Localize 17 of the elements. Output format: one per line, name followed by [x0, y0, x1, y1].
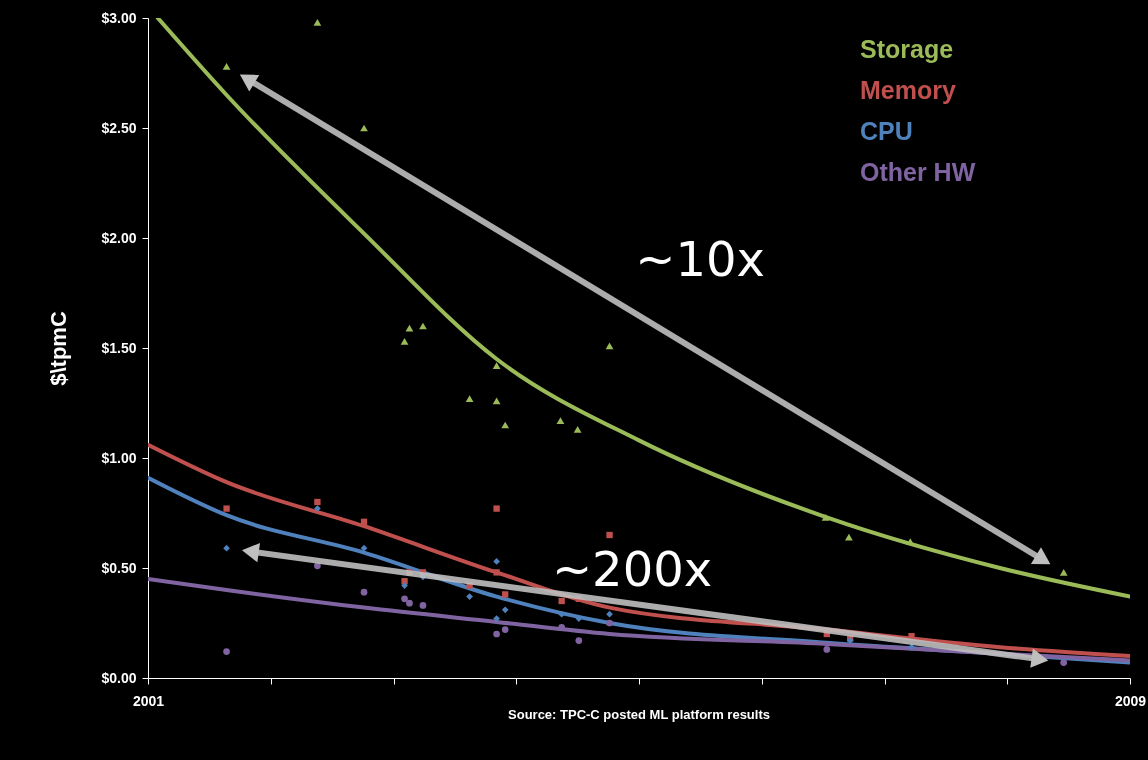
- annotation: ~200x: [551, 541, 713, 597]
- y-tick-label: $1.50: [101, 339, 137, 356]
- text: Storage: [860, 35, 954, 63]
- x-tick-label: 2009: [1114, 692, 1147, 709]
- annotation: ~10x: [635, 231, 765, 287]
- text: Other HW: [860, 158, 976, 186]
- text: Memory: [860, 76, 956, 104]
- y-axis-title: $\tpmC: [46, 311, 72, 386]
- y-tick-label: $2.50: [101, 119, 137, 136]
- y-tick-label: $3.00: [101, 9, 137, 26]
- source-note: Source: TPC-C posted ML platform results: [508, 707, 770, 722]
- y-tick-label: $0.00: [101, 669, 137, 686]
- text: CPU: [860, 117, 913, 145]
- y-tick-label: $0.50: [101, 559, 137, 576]
- x-tick-label: 2001: [132, 692, 165, 709]
- y-tick-label: $1.00: [101, 449, 137, 466]
- y-tick-label: $2.00: [101, 229, 137, 246]
